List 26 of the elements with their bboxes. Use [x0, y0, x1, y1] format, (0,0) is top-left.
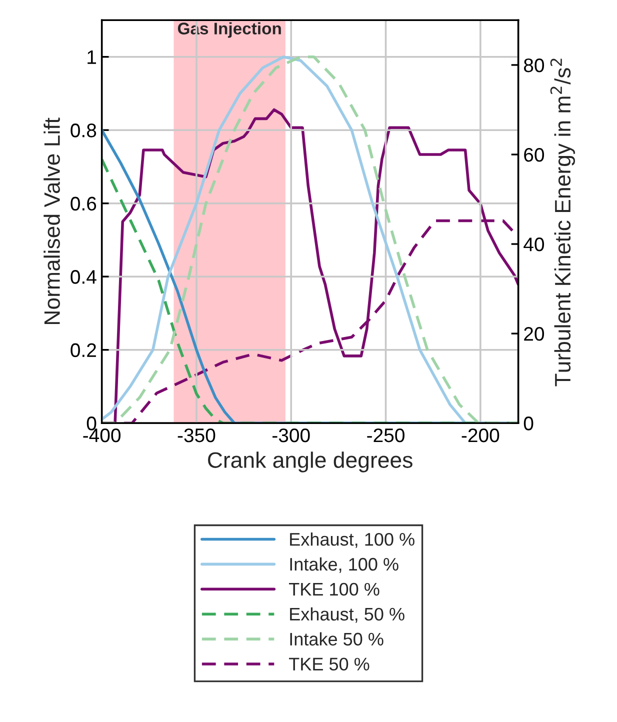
y2-tick-label: 80 — [524, 58, 544, 72]
y-tick-label: 0.4 — [70, 270, 96, 284]
legend-label: Exhaust, 100 % — [290, 532, 414, 548]
band-label: Gas Injection — [178, 22, 281, 38]
legend-label: Intake, 100 % — [290, 557, 398, 573]
y-axis-title: Normalised Valve Lift — [44, 118, 60, 324]
x-tick-label: -200 — [462, 428, 500, 442]
legend-label: Intake 50 % — [290, 632, 384, 646]
y-tick-label: 0.6 — [70, 196, 96, 211]
x-tick-label: -400 — [83, 428, 121, 442]
x-tick-label: -350 — [178, 428, 216, 442]
y-tick-label: 1 — [88, 50, 96, 64]
y2-tick-label: 20 — [524, 327, 544, 341]
y2-tick-label: 0 — [524, 416, 534, 430]
x-axis-title: Crank angle degrees — [208, 452, 412, 472]
y2-tick-label: 40 — [524, 238, 544, 252]
y2-axis-title: Turbulent Kinetic Energy in m$^{2}$/s$^{2}$ — [550, 58, 575, 386]
legend-label: TKE 100 % — [289, 582, 380, 596]
y-tick-label: 0.8 — [70, 124, 96, 138]
y-tick-label: 0.2 — [70, 343, 96, 358]
legend-label: Exhaust, 50 % — [290, 607, 404, 623]
legend-label: TKE 50 % — [289, 658, 370, 671]
x-tick-label: -250 — [367, 428, 404, 442]
y2-tick-label: 60 — [524, 148, 544, 162]
y-tick-label: 0 — [86, 416, 96, 430]
x-tick-label: -300 — [272, 428, 310, 442]
